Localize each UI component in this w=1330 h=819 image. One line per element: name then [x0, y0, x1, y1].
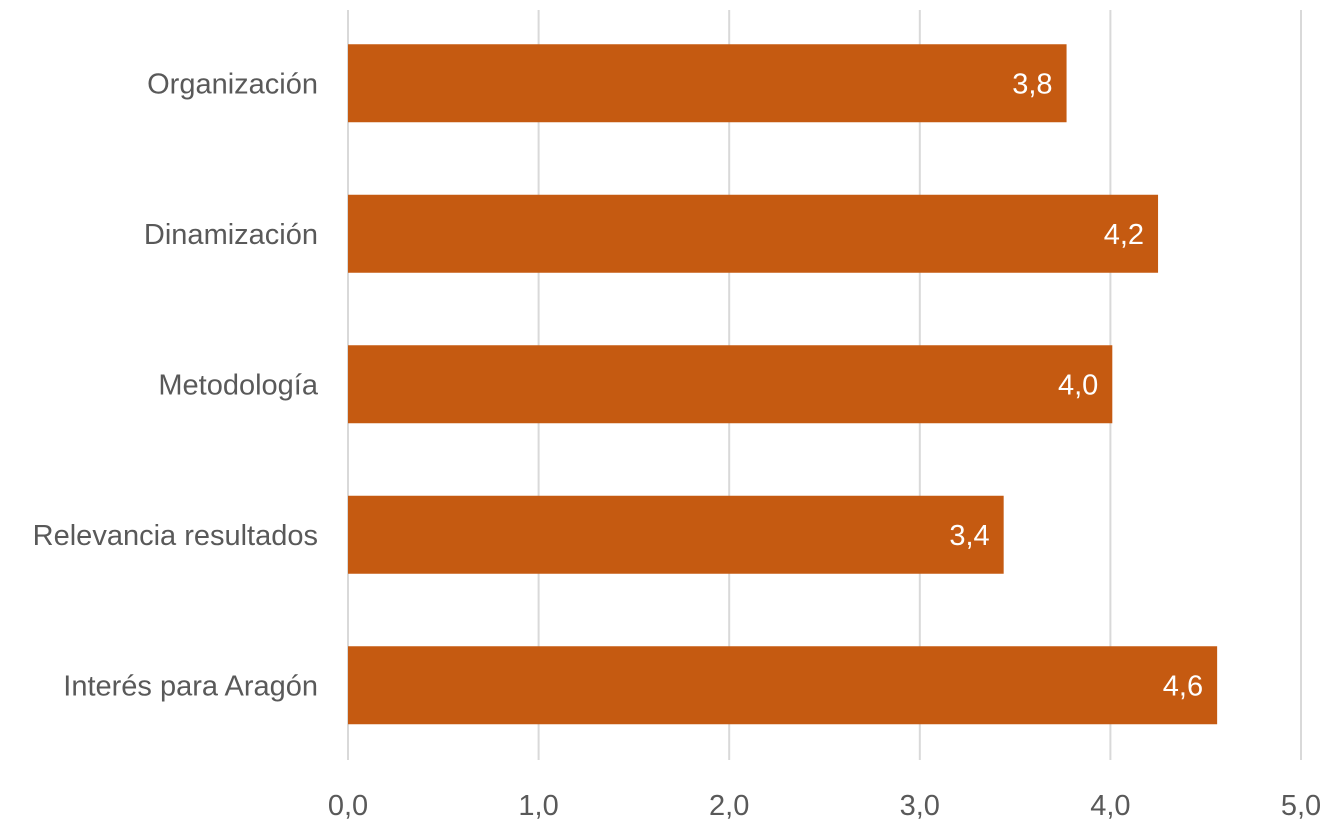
- x-tick-label-5: 5,0: [1281, 790, 1321, 819]
- bar-0: [348, 44, 1067, 123]
- category-label-1: Dinamización: [144, 219, 318, 251]
- x-tick-label-1: 1,0: [518, 790, 558, 819]
- bars: 3,8 4,2 4,0 3,4 4,6: [348, 44, 1218, 725]
- category-label-2: Metodología: [158, 369, 318, 401]
- category-labels: Organización Dinamización Metodología Relev…: [33, 68, 319, 702]
- category-label-3: Relevancia resultados: [33, 520, 318, 552]
- bar-2: [348, 345, 1113, 424]
- data-label-4: 4,6: [1163, 670, 1203, 702]
- x-tick-label-0: 0,0: [328, 790, 368, 819]
- bar-1: [348, 194, 1159, 273]
- bar-4: [348, 646, 1218, 725]
- x-tick-label-4: 4,0: [1090, 790, 1130, 819]
- x-tick-labels: 0,0 1,0 2,0 3,0 4,0 5,0: [328, 790, 1321, 819]
- x-tick-label-2: 2,0: [709, 790, 749, 819]
- data-label-2: 4,0: [1058, 369, 1098, 401]
- data-label-3: 3,4: [949, 520, 989, 552]
- bar-3: [348, 495, 1004, 574]
- data-label-1: 4,2: [1104, 219, 1144, 251]
- category-label-0: Organización: [147, 68, 318, 100]
- data-label-0: 3,8: [1012, 68, 1052, 100]
- category-label-4: Interés para Aragón: [63, 670, 318, 702]
- x-tick-label-3: 3,0: [900, 790, 940, 819]
